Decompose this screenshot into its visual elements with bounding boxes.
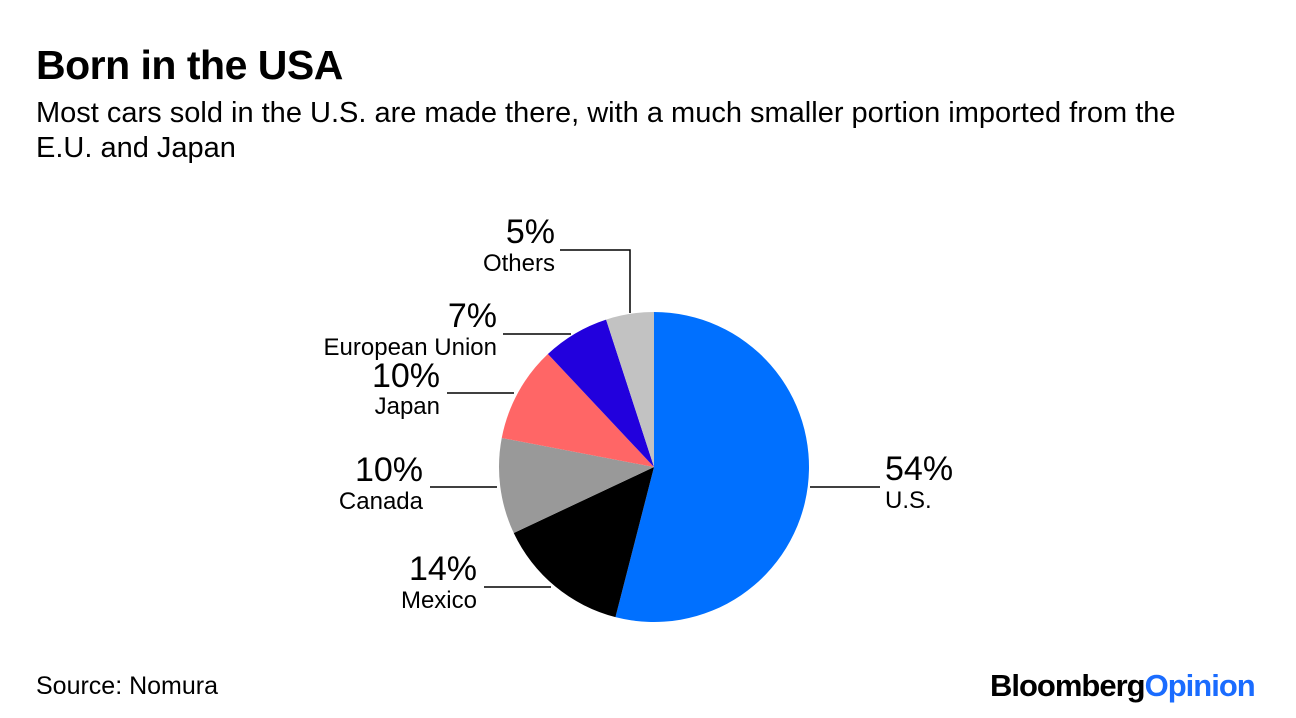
value-label-u-s: 54% — [885, 450, 953, 488]
value-label-japan: 10% — [372, 357, 440, 395]
value-label-european-union: 7% — [448, 297, 497, 335]
brand-logo-part2: Opinion — [1144, 668, 1256, 703]
category-label-canada: Canada — [339, 488, 424, 515]
leader-line-others — [560, 249, 631, 313]
source-note: Source: Nomura — [36, 672, 219, 700]
value-label-canada: 10% — [355, 451, 423, 489]
pie-slice-japan — [501, 354, 654, 467]
chart-title: Born in the USA — [36, 42, 343, 88]
category-label-japan: Japan — [375, 393, 440, 420]
pie-slice-others — [606, 312, 654, 467]
value-label-mexico: 14% — [409, 550, 477, 588]
category-label-european-union: European Union — [324, 334, 497, 361]
value-label-others: 5% — [506, 213, 555, 251]
pie-slices — [499, 312, 809, 622]
pie-slice-u-s — [615, 312, 809, 622]
brand-logo-part1: Bloomberg — [990, 668, 1146, 703]
chart-subtitle: Most cars sold in the U.S. are made ther… — [36, 97, 1176, 164]
pie-slice-european-union — [547, 319, 654, 467]
pie-slice-mexico — [513, 467, 654, 618]
category-label-mexico: Mexico — [401, 587, 477, 614]
pie-slice-canada — [499, 437, 654, 533]
leader-lines — [430, 249, 880, 588]
category-label-others: Others — [483, 250, 555, 277]
category-label-u-s: U.S. — [885, 487, 932, 514]
brand-logo: BloombergOpinion — [990, 668, 1256, 704]
slice-labels: 54%U.S.14%Mexico10%Canada10%Japan7%Europ… — [324, 213, 954, 614]
